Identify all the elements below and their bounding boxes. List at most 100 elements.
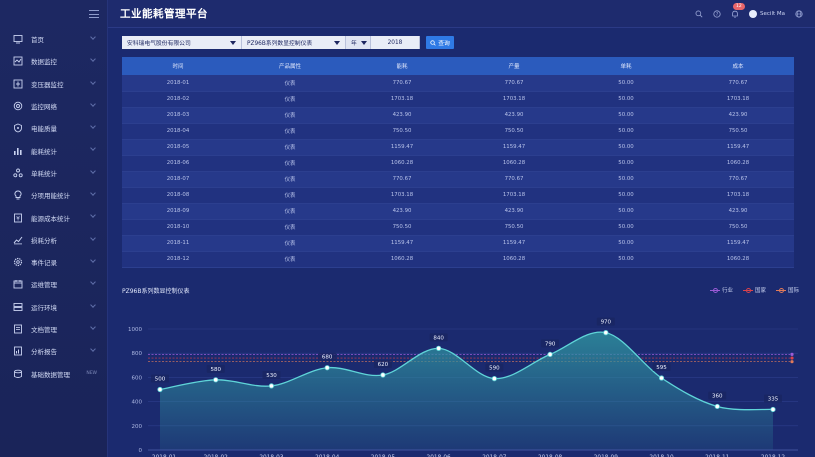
sidebar-item[interactable]: 运维管理 bbox=[0, 273, 107, 295]
data-label-bg bbox=[541, 339, 560, 348]
new-badge: NEW bbox=[86, 371, 97, 377]
data-label-bg bbox=[708, 391, 727, 400]
bell-icon[interactable]: 12 bbox=[731, 3, 745, 18]
legend-label: 国际 bbox=[787, 288, 799, 294]
year-value: 2018 bbox=[387, 39, 403, 46]
chevron-down-icon bbox=[90, 212, 96, 219]
chevron-down-icon bbox=[90, 190, 96, 196]
bar-chart-icon bbox=[13, 146, 23, 156]
x-tick-label: 2018-07 bbox=[482, 455, 507, 457]
chevron-down-icon bbox=[90, 56, 96, 63]
column-header[interactable]: 能耗 bbox=[396, 64, 408, 70]
data-monitor-icon bbox=[13, 56, 23, 66]
table-cell: 仪表 bbox=[234, 75, 346, 92]
sidebar-item[interactable]: 分析报告 bbox=[0, 340, 107, 362]
table-cell: 50.00 bbox=[570, 139, 682, 156]
table-cell: 1060.28 bbox=[682, 251, 794, 268]
avatar bbox=[749, 10, 758, 18]
bulb-icon bbox=[13, 190, 23, 200]
company-select[interactable]: 安科瑞电气股份有限公司 bbox=[122, 36, 242, 49]
data-point bbox=[658, 375, 665, 381]
data-label: 360 bbox=[712, 393, 723, 399]
table-cell: 1060.28 bbox=[458, 251, 570, 268]
chevron-down-icon bbox=[90, 34, 96, 40]
device-select-value: PZ96B系列数显控制仪表 bbox=[247, 41, 313, 47]
svg-text:¥: ¥ bbox=[16, 215, 20, 222]
table-cell: 2018-08 bbox=[122, 187, 234, 204]
table-cell: 1703.18 bbox=[346, 187, 458, 204]
header-actions: ? 12 Secilt Ma bbox=[695, 0, 803, 28]
sidebar-item-label: 基础数据管理 bbox=[31, 370, 70, 379]
data-label: 620 bbox=[378, 362, 389, 368]
sidebar-item[interactable]: 能耗统计 bbox=[0, 139, 107, 161]
table-cell: 750.50 bbox=[682, 123, 794, 140]
table-cell: 2018-10 bbox=[122, 219, 234, 236]
sidebar-item-label: 能耗统计 bbox=[31, 147, 57, 156]
menu-toggle-icon[interactable] bbox=[89, 10, 99, 18]
sidebar-item-label: 变压器监控 bbox=[31, 80, 64, 89]
cost-icon: ¥ bbox=[13, 213, 23, 223]
server-icon bbox=[13, 302, 23, 312]
table-cell: 仪表 bbox=[234, 219, 346, 236]
table-cell: 423.90 bbox=[458, 107, 570, 124]
table-cell: 仪表 bbox=[234, 187, 346, 204]
sidebar-item[interactable]: 运行环境 bbox=[0, 296, 107, 318]
legend-item[interactable]: 国际 bbox=[775, 286, 799, 294]
sidebar-item[interactable]: 监控网络 bbox=[0, 95, 107, 117]
data-point bbox=[770, 406, 776, 413]
table-cell: 50.00 bbox=[570, 75, 682, 92]
x-tick-label: 2018-01 bbox=[152, 455, 177, 457]
sidebar-item[interactable]: 首页 bbox=[0, 28, 107, 50]
help-icon[interactable]: ? bbox=[713, 10, 721, 18]
table-cell: 50.00 bbox=[570, 91, 682, 108]
table-cell: 2018-12 bbox=[122, 251, 234, 268]
reference-marker bbox=[790, 356, 794, 360]
table-row: 2018-07 仪表 770.67 770.67 50.00 770.67 bbox=[122, 171, 794, 188]
sidebar-item[interactable]: ¥ 能源成本统计 bbox=[0, 206, 107, 228]
sidebar-item[interactable]: 变压器监控 bbox=[0, 73, 107, 95]
legend-item[interactable]: 国家 bbox=[742, 286, 766, 294]
reference-marker bbox=[790, 352, 794, 357]
svg-text:?: ? bbox=[716, 12, 719, 18]
query-button[interactable]: 查询 bbox=[426, 36, 454, 49]
device-select[interactable]: PZ96B系列数显控制仪表 bbox=[242, 36, 346, 49]
data-label: 500 bbox=[155, 377, 166, 383]
sidebar-item[interactable]: 分项用能统计 bbox=[0, 184, 107, 206]
x-tick-label: 2018-10 bbox=[649, 455, 674, 457]
table-cell: 仪表 bbox=[234, 235, 346, 252]
sidebar-item[interactable]: 电能质量 bbox=[0, 117, 107, 139]
column-header[interactable]: 产品属性 bbox=[278, 64, 301, 70]
column-header[interactable]: 产量 bbox=[508, 64, 520, 70]
data-label-bg bbox=[596, 317, 615, 326]
table-row: 2018-04 仪表 750.50 750.50 50.00 750.50 bbox=[122, 123, 794, 140]
sidebar-item-label: 事件记录 bbox=[31, 259, 57, 268]
sidebar-item[interactable]: 单耗统计 bbox=[0, 162, 107, 184]
chart-legend: 行业 国家 国际 bbox=[709, 286, 799, 294]
column-header[interactable]: 成本 bbox=[732, 64, 744, 70]
user-name: Secilt Ma bbox=[760, 11, 785, 17]
search-icon[interactable] bbox=[695, 10, 703, 18]
sidebar-item[interactable]: 数据监控 bbox=[0, 50, 107, 72]
globe-icon[interactable] bbox=[795, 10, 803, 18]
sidebar-item[interactable]: 事件记录 bbox=[0, 251, 107, 273]
period-type-select[interactable]: 年 bbox=[346, 36, 371, 49]
sidebar-item[interactable]: 损耗分析 bbox=[0, 229, 107, 251]
table-cell: 423.90 bbox=[682, 107, 794, 124]
table-cell: 50.00 bbox=[570, 203, 682, 220]
table-cell: 1703.18 bbox=[346, 91, 458, 108]
sidebar-item[interactable]: 基础数据管理 NEW bbox=[0, 362, 107, 384]
legend-item[interactable]: 行业 bbox=[709, 286, 733, 294]
table-cell: 50.00 bbox=[570, 235, 682, 252]
table-cell: 2018-09 bbox=[122, 203, 234, 220]
table-cell: 1159.47 bbox=[458, 235, 570, 252]
table-cell: 50.00 bbox=[570, 171, 682, 188]
x-tick-label: 2018-08 bbox=[538, 455, 563, 457]
user-menu[interactable]: Secilt Ma bbox=[749, 10, 785, 18]
column-header[interactable]: 单耗 bbox=[620, 64, 632, 70]
table-cell: 仪表 bbox=[234, 171, 346, 188]
year-input[interactable]: 2018 bbox=[371, 36, 420, 49]
column-header[interactable]: 时间 bbox=[172, 64, 184, 70]
table-cell: 750.50 bbox=[458, 123, 570, 140]
sidebar-item[interactable]: 文档管理 bbox=[0, 318, 107, 340]
reference-marker bbox=[790, 360, 794, 364]
